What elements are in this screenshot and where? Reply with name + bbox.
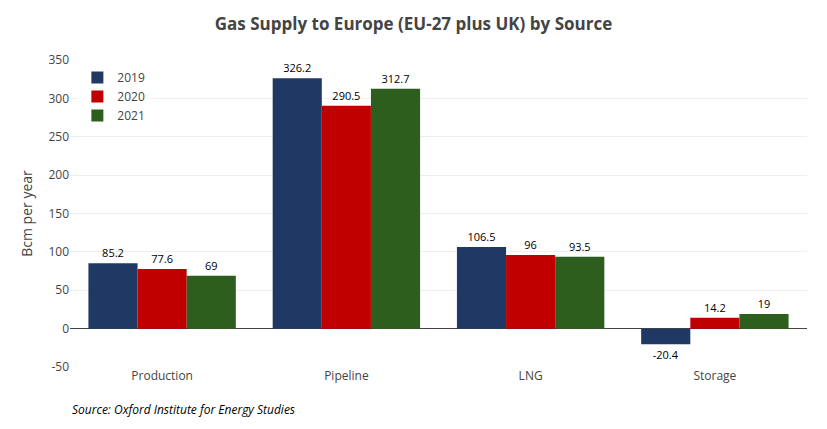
svg-text:93.5: 93.5 — [569, 239, 591, 254]
svg-text:300: 300 — [48, 90, 69, 107]
svg-text:2021: 2021 — [117, 107, 144, 124]
svg-text:69: 69 — [205, 258, 218, 273]
svg-text:Bcm per year: Bcm per year — [17, 170, 36, 257]
svg-text:312.7: 312.7 — [381, 71, 409, 86]
svg-text:100: 100 — [48, 243, 69, 260]
svg-text:106.5: 106.5 — [467, 229, 495, 244]
svg-text:290.5: 290.5 — [332, 88, 360, 103]
svg-text:2020: 2020 — [117, 88, 145, 105]
svg-text:50: 50 — [55, 281, 69, 298]
svg-text:Source: Oxford Institute for E: Source: Oxford Institute for Energy Stud… — [72, 401, 295, 418]
svg-text:96: 96 — [524, 237, 537, 252]
svg-text:14.2: 14.2 — [704, 300, 726, 315]
svg-text:Storage: Storage — [693, 367, 736, 384]
svg-text:LNG: LNG — [519, 367, 543, 384]
svg-text:77.6: 77.6 — [151, 251, 173, 266]
svg-text:-50: -50 — [51, 358, 69, 375]
svg-text:150: 150 — [48, 205, 69, 222]
svg-text:350: 350 — [48, 51, 69, 68]
svg-text:-20.4: -20.4 — [653, 347, 679, 362]
svg-text:Production: Production — [131, 367, 193, 384]
svg-text:19: 19 — [758, 296, 771, 311]
svg-text:0: 0 — [62, 320, 69, 337]
svg-text:326.2: 326.2 — [283, 60, 311, 75]
svg-text:2019: 2019 — [117, 69, 145, 86]
svg-text:250: 250 — [48, 128, 69, 145]
svg-text:200: 200 — [48, 166, 69, 183]
svg-text:Pipeline: Pipeline — [324, 367, 369, 384]
svg-text:85.2: 85.2 — [102, 245, 124, 260]
svg-text:Gas Supply to Europe (EU-27 pl: Gas Supply to Europe (EU-27 plus UK) by … — [215, 12, 612, 35]
